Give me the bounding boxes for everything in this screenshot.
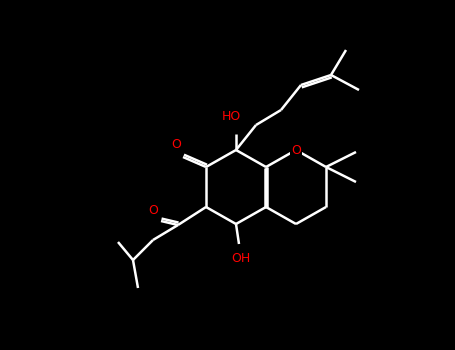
- Text: HO: HO: [222, 111, 241, 124]
- Text: O: O: [291, 144, 301, 156]
- Text: O: O: [171, 139, 181, 152]
- Text: O: O: [148, 203, 158, 217]
- Text: OH: OH: [232, 252, 251, 266]
